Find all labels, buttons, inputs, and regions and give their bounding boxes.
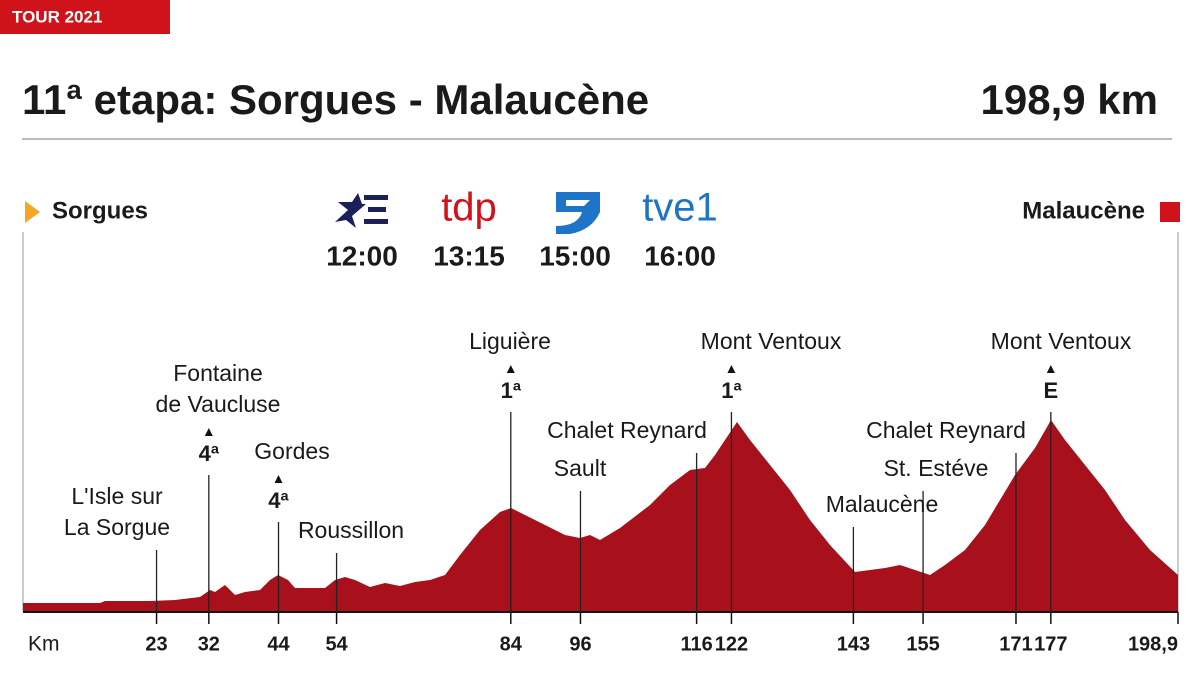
km-label: 96 [569, 633, 591, 655]
km-label: 177 [1034, 633, 1067, 655]
title: 11ª etapa: Sorgues - Malaucène [22, 76, 649, 123]
point-label: St. Estéve [884, 455, 989, 481]
climb-category: E [1043, 378, 1058, 403]
point-label: Liguière [469, 328, 551, 354]
broadcast-time: 12:00 [326, 240, 398, 271]
start-marker [25, 201, 40, 223]
point-label: Gordes [254, 438, 329, 464]
km-label: 122 [715, 633, 748, 655]
point-label: Mont Ventoux [701, 328, 842, 354]
point-label: Chalet Reynard [547, 417, 707, 443]
km-label: 143 [837, 633, 870, 655]
broadcast-logo: tve1 [642, 186, 718, 230]
broadcast-logo: tdp [441, 186, 497, 230]
climb-category: 4ª [268, 488, 289, 513]
axis-label: Km [28, 633, 60, 656]
finish: Malaucène [1022, 197, 1145, 224]
climb-category: 1ª [721, 378, 742, 403]
finish-marker [1160, 202, 1180, 222]
eurosport-logo [335, 193, 388, 228]
tag: TOUR 2021 [12, 7, 102, 26]
point-label: de Vaucluse [156, 391, 281, 417]
point-label: Chalet Reynard [866, 417, 1026, 443]
km-label: 44 [267, 633, 290, 655]
climb-marker [204, 428, 213, 436]
start: Sorgues [52, 197, 148, 224]
km-label: 54 [325, 633, 348, 655]
km-label: 23 [145, 633, 167, 655]
climb-category: 1ª [501, 378, 522, 403]
climb-marker [274, 475, 283, 483]
broadcast-time: 15:00 [539, 240, 611, 271]
point-label: La Sorgue [64, 514, 170, 540]
broadcast-time: 16:00 [644, 240, 716, 271]
blue-logo [556, 192, 600, 234]
km-label: 155 [906, 633, 939, 655]
distance: 198,9 km [981, 76, 1158, 123]
point-label: Sault [554, 455, 607, 481]
tag-background [0, 0, 170, 34]
climb-marker [1046, 365, 1055, 373]
km-label: 198,9 [1128, 633, 1178, 655]
point-label: Fontaine [173, 360, 263, 386]
point-label: Malaucène [826, 491, 939, 517]
km-label: 32 [198, 633, 220, 655]
point-label: L'Isle sur [71, 483, 163, 509]
km-label: 84 [500, 633, 523, 655]
climb-marker [506, 365, 515, 373]
broadcast-time: 13:15 [433, 240, 505, 271]
point-label: Mont Ventoux [991, 328, 1132, 354]
km-label: 116 [680, 633, 712, 655]
profile [23, 420, 1178, 612]
climb-marker [727, 365, 736, 373]
climb-category: 4ª [199, 441, 220, 466]
km-label: 171 [999, 633, 1032, 655]
point-label: Roussillon [298, 517, 404, 543]
